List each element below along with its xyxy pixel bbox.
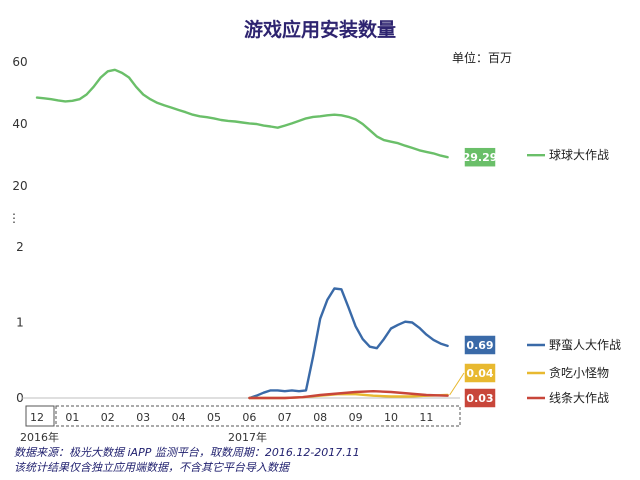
x-tick-07: 07 <box>278 411 292 424</box>
x-axis-frame-2016 <box>25 405 55 427</box>
y-axis-lower: 2 1 0 <box>16 240 24 405</box>
badge-value-upper-0: 29.29 <box>463 151 498 164</box>
series-layer <box>35 68 449 400</box>
series-line-lower-2 <box>248 390 449 400</box>
y-axis-upper: 60 40 20 <box>12 55 27 193</box>
x-tick-08: 08 <box>313 411 327 424</box>
badge-lower-0 <box>463 334 497 356</box>
x-tick-06: 06 <box>242 411 256 424</box>
x-tick-12: 12 <box>30 411 44 424</box>
badge-value-lower-0: 0.69 <box>466 339 493 352</box>
legend-label-upper-0: 球球大作战 <box>549 148 609 162</box>
y-tick-lower-2: 2 <box>16 240 24 254</box>
legend-label-lower-1: 贪吃小怪物 <box>549 365 609 380</box>
x-tick-04: 04 <box>172 411 186 424</box>
year-label-2017: 2017年 <box>228 430 267 444</box>
x-tick-labels: 12 01 02 03 04 05 06 07 08 09 10 11 <box>30 411 433 424</box>
x-axis-frame-2017 <box>55 405 461 427</box>
badge-value-lower-1: 0.04 <box>466 367 493 380</box>
x-tick-11: 11 <box>419 411 433 424</box>
y-tick-upper-60: 60 <box>12 55 27 69</box>
year-label-2016: 2016年 <box>20 430 59 444</box>
y-tick-upper-20: 20 <box>12 179 27 193</box>
y-tick-lower-1: 1 <box>16 316 24 330</box>
series-line-upper-0 <box>35 68 449 159</box>
scope-note: 该统计结果仅含独立应用端数据，不含其它平台导入数据 <box>14 461 291 474</box>
badge-lower-2 <box>463 387 497 409</box>
series-line-lower-0 <box>248 287 449 400</box>
unit-label: 单位：百万 <box>452 50 512 65</box>
legend: 29.29 球球大作战 0.69 野蛮人大作战 0.04 贪吃小怪物 0.03 线条大作战 <box>449 146 621 409</box>
y-tick-lower-0: 0 <box>16 391 24 405</box>
x-tick-01: 01 <box>65 411 79 424</box>
x-tick-02: 02 <box>101 411 115 424</box>
legend-label-lower-2: 线条大作战 <box>549 391 609 405</box>
badge-upper-0 <box>463 146 497 168</box>
x-tick-03: 03 <box>136 411 150 424</box>
badge-connector-lower-1 <box>449 372 465 396</box>
x-tick-05: 05 <box>207 411 221 424</box>
y-tick-upper-40: 40 <box>12 117 27 131</box>
badge-value-lower-2: 0.03 <box>466 392 493 405</box>
chart-title: 游戏应用安装数量 <box>244 18 396 41</box>
x-axis: 12 01 02 03 04 05 06 07 08 09 10 11 2016年 2017年 <box>20 405 461 444</box>
legend-label-lower-0: 野蛮人大作战 <box>549 337 621 352</box>
y-axis-break: ⋮ <box>8 211 20 225</box>
source-note: 数据来源：极光大数据 iAPP 监测平台，取数周期：2016.12-2017.1… <box>14 446 360 459</box>
x-tick-10: 10 <box>384 411 398 424</box>
x-tick-09: 09 <box>349 411 363 424</box>
